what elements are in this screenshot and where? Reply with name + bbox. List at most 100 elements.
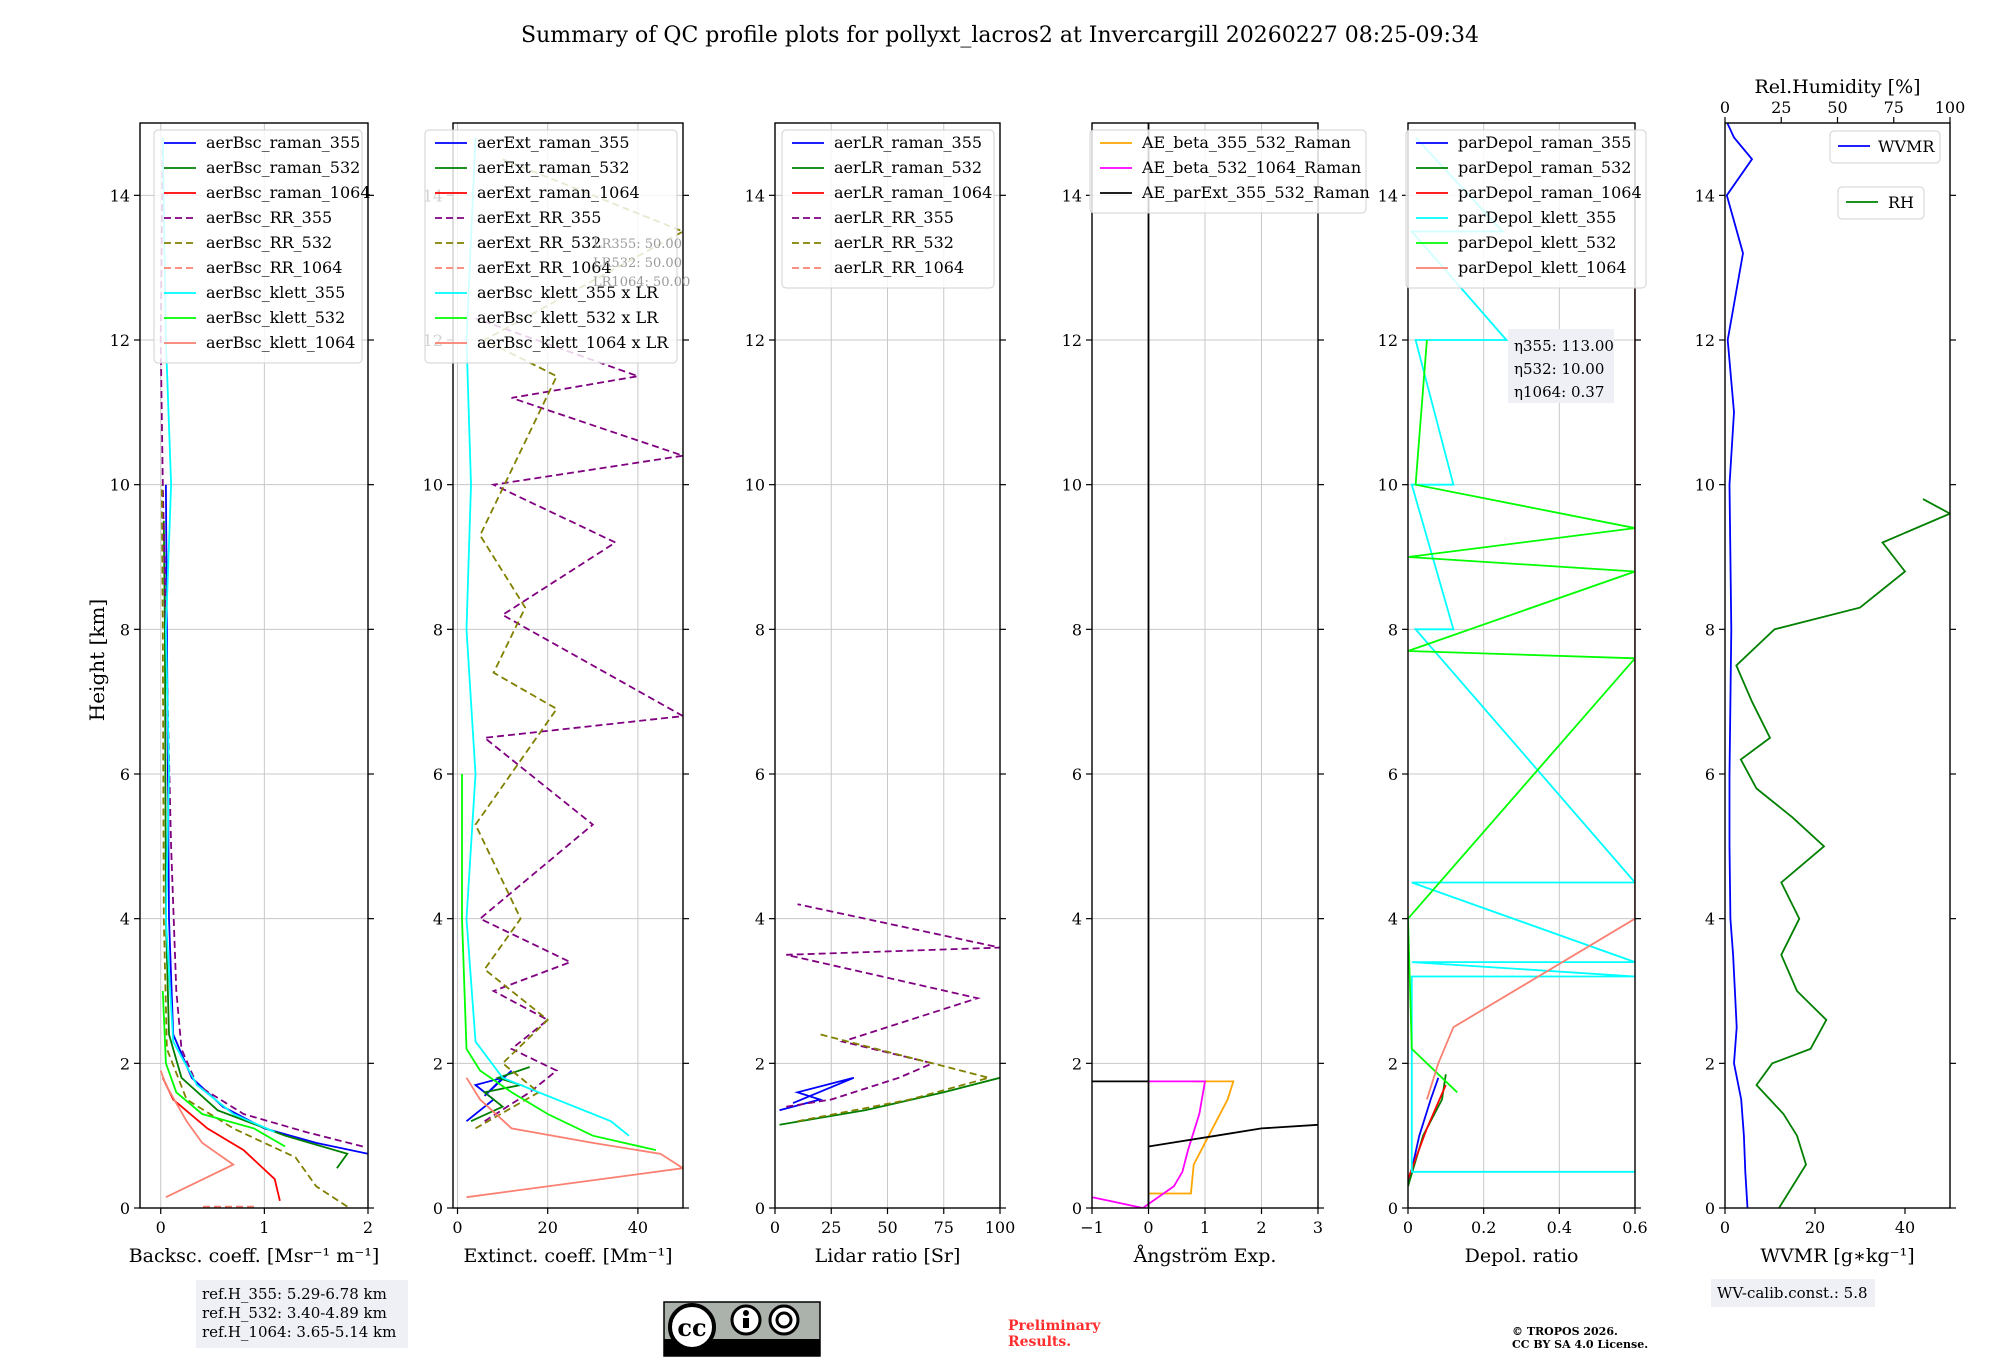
y-tick-label: 8 [1388,620,1398,639]
series-line-RH [1735,498,1950,1208]
y-tick-label: 4 [1388,910,1398,929]
y-tick-label: 14 [110,186,130,205]
x-axis-label: Backsc. coeff. [Msr⁻¹ m⁻¹] [129,1245,380,1267]
series-line-aerBsc_RR_355 [159,137,364,1148]
y-tick-label: 8 [433,620,443,639]
y-tick-label: 10 [1062,476,1082,495]
y-tick-label: 12 [745,331,765,350]
x-tick-label: 0 [452,1218,462,1237]
lr-annotation: LR355: 50.00 LR532: 50.00 LR1064: 50.00 [593,237,690,290]
series-line-aerBsc_klett_532 x LR [461,774,657,1151]
ref-height-1064: ref.H_1064: 3.65-5.14 km [202,1323,396,1341]
x-tick-label: 0.2 [1471,1218,1496,1237]
eta-label: η532: 10.00 [1514,360,1604,378]
legend: AE_beta_355_532_Raman AE_beta_532_1064_Ra… [1089,129,1370,214]
series-line-parDepol_raman_355 [1408,1077,1440,1187]
series-line-aerLR_raman_355 [779,1076,855,1112]
y-tick-label: 4 [120,910,130,929]
y-tick-label: 10 [1695,476,1715,495]
y-tick-label: 8 [120,620,130,639]
legend-entry: parDepol_raman_532 [1458,158,1631,177]
legend-box [153,129,363,364]
series-line-AE_beta_355_532_Raman [1148,1080,1235,1195]
x2-tick-label: 50 [1827,98,1847,117]
series-line-aerBsc_raman_355 [165,484,368,1155]
y-tick-label: 6 [433,765,443,784]
y-tick-label: 0 [433,1199,443,1218]
y-tick-label: 12 [1062,331,1082,350]
series-line-aerLR_RR_532 [797,1033,993,1123]
y-tick-label: 0 [1705,1199,1715,1218]
legend-entry: aerBsc_klett_355 x LR [477,283,659,302]
legend-entry: parDepol_raman_355 [1458,133,1631,152]
ref-height-355: ref.H_355: 5.29-6.78 km [202,1285,387,1303]
y-tick-label: 2 [1072,1054,1082,1073]
x2-axis-label: Rel.Humidity [%] [1754,76,1920,98]
legend-entry: aerBsc_klett_532 x LR [477,308,659,327]
y-tick-label: 6 [120,765,130,784]
eta-label: η1064: 0.37 [1514,383,1604,401]
x-tick-label: −1 [1080,1218,1104,1237]
legend-entry: aerBsc_klett_1064 x LR [477,333,669,352]
copyright-line-1: © TROPOS 2026. [1512,1325,1618,1338]
series-line-aerBsc_klett_1064 x LR [465,1077,683,1199]
legend-entry: aerBsc_klett_532 [206,308,345,327]
y-tick-label: 6 [1388,765,1398,784]
legend-entry: aerBsc_RR_532 [206,233,332,252]
eta-label: η355: 113.00 [1514,337,1614,355]
x-tick-label: 2 [363,1218,373,1237]
lr-label: LR1064: 50.00 [593,275,690,290]
x-tick-label: 50 [877,1218,897,1237]
legend-entry: aerLR_raman_355 [834,133,982,152]
legend-entry: AE_beta_532_1064_Raman [1141,158,1361,177]
series-line-aerExt_RR_355 [475,317,683,1122]
series-line-aerLR_raman_532 [779,1076,1000,1126]
y-tick-label: 10 [1378,476,1398,495]
x-tick-label: 0 [1720,1218,1730,1237]
series-line-parDepol_klett_1064 [1426,137,1635,1100]
series-line-aerBsc_klett_1064 [159,1070,236,1199]
series-group [159,137,368,1208]
x-tick-label: 2 [1256,1218,1266,1237]
figure-title: Summary of QC profile plots for pollyxt_… [521,23,1479,48]
legend-entry: parDepol_klett_355 [1458,208,1616,227]
legend-entry: aerExt_raman_1064 [477,183,640,202]
legend-box [1837,186,1925,220]
eta-box [1508,329,1614,403]
eta-annotation: η355: 113.00 η532: 10.00 η1064: 0.37 [1508,329,1614,403]
series-line-aerBsc_klett_355 [161,137,276,1133]
legend-entry: aerLR_RR_532 [834,233,954,252]
legend-entry: parDepol_klett_532 [1458,233,1616,252]
legend-entry: WVMR [1878,137,1935,156]
series-line-AE_parExt_355_532_Raman [1092,123,1318,1208]
wv-calib-box [1711,1279,1875,1307]
series-line-parDepol_klett_355 [1409,136,1635,1173]
y-tick-label: 10 [745,476,765,495]
x-tick-label: 75 [934,1218,954,1237]
x-tick-label: 0.4 [1547,1218,1572,1237]
y-tick-label: 8 [755,620,765,639]
legend-entry: RH [1888,193,1914,212]
y-axis-label: Height [km] [85,599,109,721]
wv-calib-label: WV-calib.const.: 5.8 [1717,1284,1868,1302]
legend-entry: aerLR_raman_1064 [834,183,992,202]
legend-entry: aerExt_RR_1064 [477,258,612,277]
legend-entry: aerBsc_RR_355 [206,208,332,227]
x-tick-label: 1 [259,1218,269,1237]
legend: aerLR_raman_355 aerLR_raman_532 aerLR_rama… [781,129,995,289]
legend-wvmr: WVMR [1829,130,1941,164]
y-tick-label: 4 [755,910,765,929]
x-tick-label: 1 [1200,1218,1210,1237]
legend-entry: AE_parExt_355_532_Raman [1141,183,1370,202]
y-tick-label: 10 [423,476,443,495]
series-line-WVMR [1725,123,1754,1208]
series-group [461,137,683,1199]
x-tick-label: 20 [1805,1218,1825,1237]
y-tick-label: 6 [755,765,765,784]
legend: aerBsc_raman_355 aerBsc_raman_532 aerBsc_r… [153,129,371,364]
x-axis-label: Depol. ratio [1465,1245,1579,1267]
